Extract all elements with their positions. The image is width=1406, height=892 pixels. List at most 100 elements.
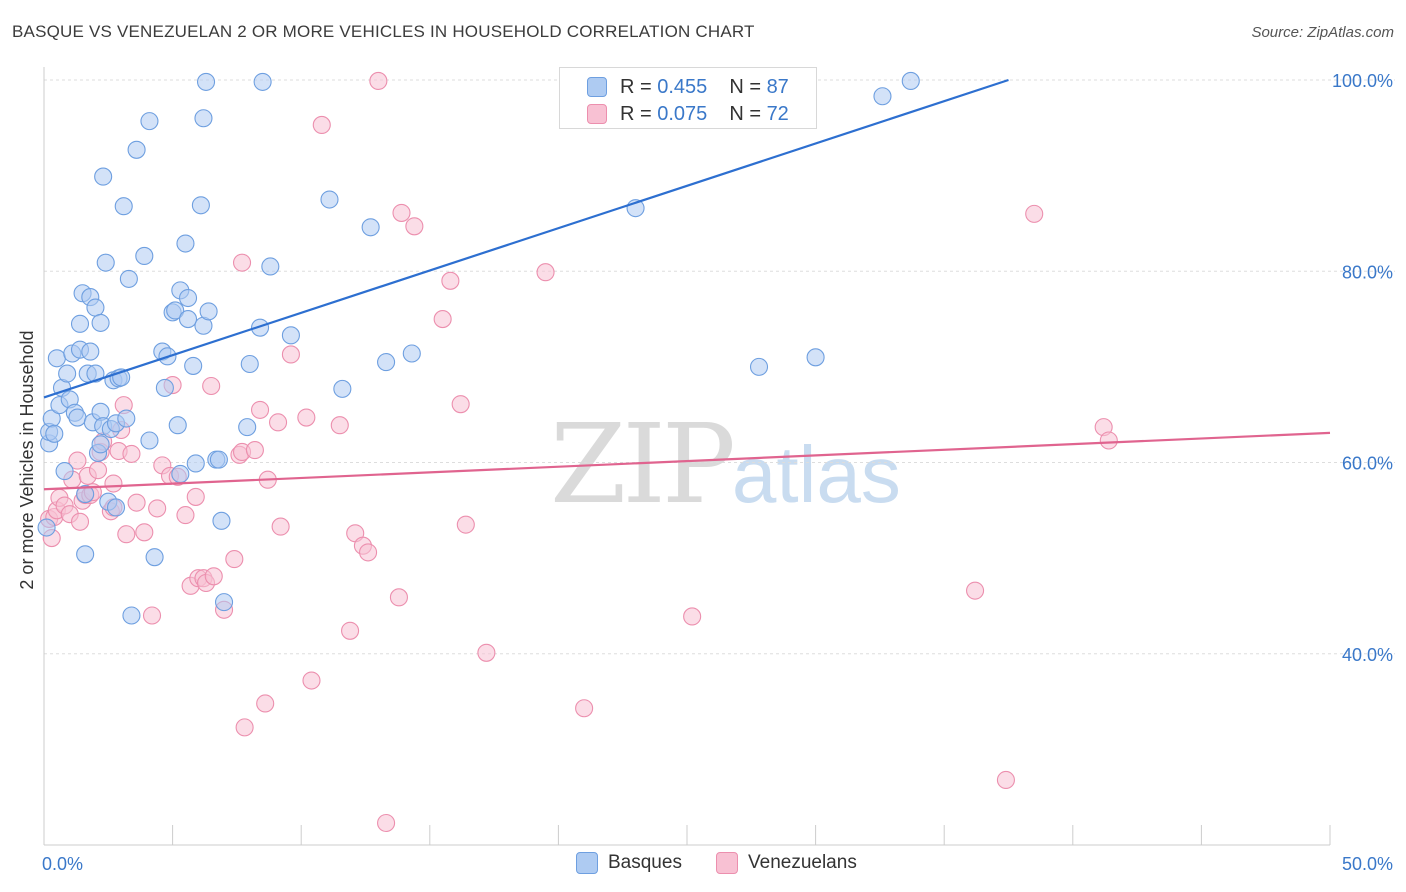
correlation-legend: R = 0.455 N = 87 R = 0.075 N = 72 [559, 67, 817, 129]
watermark-atlas: atlas [731, 430, 901, 519]
basques-point [212, 511, 231, 530]
basques-point [320, 190, 339, 209]
series-legend: Basques Venezuelans [0, 852, 1406, 878]
y-tick-label: 80.0% [1342, 262, 1393, 282]
venezuelans-point [405, 217, 424, 236]
venezuelans-point [142, 606, 162, 625]
basques-swatch [587, 77, 607, 97]
basques-legend-label: Basques [608, 852, 682, 873]
venezuelans-point [117, 525, 136, 544]
basques-point [94, 167, 113, 186]
basques-point [178, 288, 198, 308]
basques-legend-swatch [576, 852, 598, 874]
x-tick-label: 50.0% [1342, 854, 1393, 874]
r-label: R = [620, 75, 658, 98]
basques-point [178, 310, 198, 329]
venezuelans-point [281, 345, 300, 364]
venezuelans-point [127, 493, 146, 512]
venezuelans-point [451, 395, 470, 414]
basques-point [122, 606, 141, 625]
basques-point [209, 450, 228, 469]
basques-point [166, 301, 185, 320]
basques-point [127, 140, 146, 159]
venezuelans-point [70, 512, 90, 531]
basques-point [45, 424, 64, 443]
basques-point [55, 462, 74, 481]
n-label: N = [729, 75, 767, 98]
venezuelans-point [225, 550, 244, 569]
venezuelans-trend-line [43, 431, 1331, 491]
venezuelans-point [330, 416, 349, 435]
basques-point [106, 498, 126, 517]
axis-labels: 40.0% 60.0% 80.0% 100.0% 0.0% 50.0% 2 or more … [17, 71, 1393, 874]
basques-point [238, 418, 257, 437]
basques-point [196, 72, 216, 91]
basques-point [806, 348, 825, 367]
basques-point [184, 356, 203, 375]
venezuelans-point [369, 71, 388, 91]
venezuelans-point [433, 310, 452, 329]
venezuelans-point [297, 408, 316, 427]
basques-point [91, 435, 110, 454]
basques-point [191, 196, 210, 215]
basques-point [135, 246, 154, 265]
venezuelans-point [312, 115, 331, 134]
venezuelans-point [204, 567, 223, 586]
venezuelans-point [441, 271, 460, 290]
venezuelans-legend-label: Venezuelans [748, 852, 857, 873]
venezuelans-point [536, 263, 555, 282]
chart-title: BASQUE VS VENEZUELAN 2 OR MORE VEHICLES … [12, 22, 755, 41]
n-value: 72 [766, 102, 789, 125]
basques-point [86, 298, 105, 317]
chart-source: Source: ZipAtlas.com [1251, 24, 1394, 41]
n-value: 87 [766, 75, 789, 98]
y-tick-label: 40.0% [1342, 645, 1393, 665]
basques-point [176, 234, 195, 253]
basques-point [86, 364, 105, 383]
basques-trend-line [43, 78, 1009, 399]
basques-point [250, 318, 270, 337]
venezuelans-point [232, 253, 252, 272]
basques-point [155, 378, 174, 397]
venezuelans-point [1099, 431, 1118, 450]
basques-point [76, 545, 95, 564]
basques-point [361, 218, 380, 237]
basques-point [199, 302, 218, 321]
legend-item-venezuelans[interactable]: Venezuelans [716, 852, 857, 874]
basques-point [58, 364, 77, 383]
basques-point [76, 485, 95, 504]
basques-point [186, 454, 205, 473]
legend-item-basques[interactable]: Basques [576, 852, 682, 874]
basques-point [117, 409, 136, 428]
basques-point [402, 344, 421, 363]
watermark: ZIPatlas [550, 400, 901, 528]
basques-point [91, 313, 110, 332]
r-value: 0.075 [657, 102, 708, 125]
venezuelans-point [683, 607, 702, 626]
venezuelans-point [1025, 204, 1044, 223]
basques-point [96, 253, 115, 272]
x-tick-label: 0.0% [42, 854, 83, 874]
basques-point [68, 408, 87, 427]
venezuelans-point [392, 203, 411, 222]
basques-points [37, 71, 920, 625]
basques-point [333, 379, 352, 398]
basques-point [47, 349, 66, 368]
basques-point [261, 257, 280, 276]
y-tick-label: 100.0% [1332, 71, 1393, 91]
basques-point [70, 314, 90, 333]
venezuelans-point [88, 461, 108, 480]
basques-point [171, 464, 190, 484]
venezuelans-point [135, 523, 154, 542]
basques-point [194, 109, 213, 128]
venezuelans-point [377, 813, 396, 833]
basques-point [873, 87, 892, 106]
venezuelans-point [389, 588, 408, 607]
venezuelans-swatch [587, 104, 607, 124]
venezuelans-point [104, 474, 123, 493]
basques-point [168, 416, 187, 435]
venezuelans-point [456, 515, 475, 534]
venezuelans-point [302, 671, 321, 690]
venezuelans-point [359, 543, 378, 562]
